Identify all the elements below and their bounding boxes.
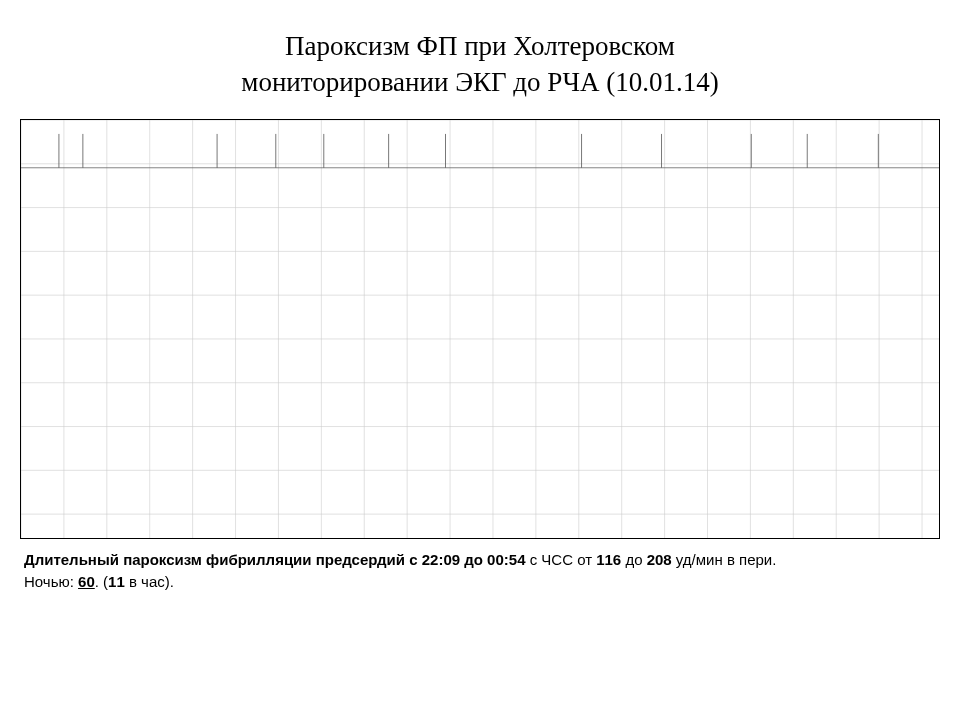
- caption-hr-from: 116: [596, 551, 621, 568]
- caption: Длительный пароксизм фибрилляции предсер…: [24, 549, 936, 594]
- caption-night-value: 60: [78, 573, 95, 590]
- caption-plain1: с ЧСС от: [525, 551, 596, 568]
- svg-rect-0: [21, 120, 939, 538]
- caption-night-count: 11: [108, 573, 125, 590]
- caption-night-close: в час).: [125, 573, 174, 590]
- caption-night-tail: . (: [95, 573, 108, 590]
- ecg-svg: [21, 120, 939, 538]
- page-title: Пароксизм ФП при Холтеровском мониториро…: [0, 0, 960, 119]
- caption-hr-to: 208: [647, 551, 672, 568]
- title-line2: мониторировании ЭКГ до РЧА (10.01.14): [241, 67, 718, 97]
- caption-plain2: до: [621, 551, 646, 568]
- caption-plain3: уд/мин в пери.: [672, 551, 777, 568]
- ecg-strip: [20, 119, 940, 539]
- title-line1: Пароксизм ФП при Холтеровском: [285, 31, 675, 61]
- page-root: Пароксизм ФП при Холтеровском мониториро…: [0, 0, 960, 720]
- caption-night-label: Ночью:: [24, 573, 78, 590]
- caption-bold: Длительный пароксизм фибрилляции предсер…: [24, 551, 525, 568]
